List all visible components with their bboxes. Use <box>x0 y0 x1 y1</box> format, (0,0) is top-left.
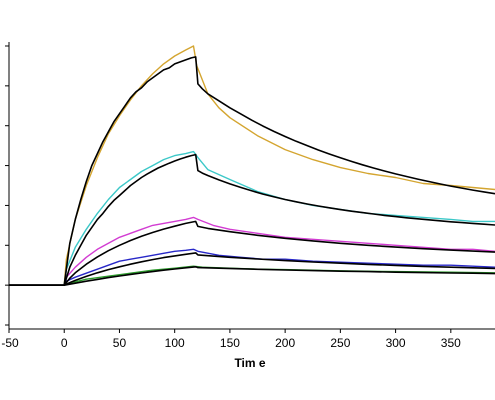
fit-curve-6 <box>9 153 495 286</box>
ticks: -50 0 50 100 150 200 250 300 350 <box>1 45 461 350</box>
response-curve-2 <box>9 216 495 286</box>
x-tick-label: 50 <box>113 336 127 350</box>
fit-curve-5 <box>9 56 495 286</box>
x-tick-label: 100 <box>165 336 185 350</box>
response-curve-0 <box>9 45 495 286</box>
fit-curve-8 <box>9 252 495 286</box>
fit-curve-7 <box>9 220 495 286</box>
x-axis-title: Tim e <box>234 356 265 370</box>
x-tick-label: 150 <box>220 336 240 350</box>
response-curve-3 <box>9 248 495 286</box>
fit-curve-9 <box>9 266 495 286</box>
x-tick-label: -50 <box>1 336 19 350</box>
data-layer <box>9 45 495 286</box>
x-tick-label: 350 <box>441 336 461 350</box>
x-tick-label: 200 <box>275 336 295 350</box>
x-tick-label: 250 <box>330 336 350 350</box>
axes <box>8 42 495 330</box>
x-tick-label: 300 <box>386 336 406 350</box>
x-tick-label: 0 <box>61 336 68 350</box>
